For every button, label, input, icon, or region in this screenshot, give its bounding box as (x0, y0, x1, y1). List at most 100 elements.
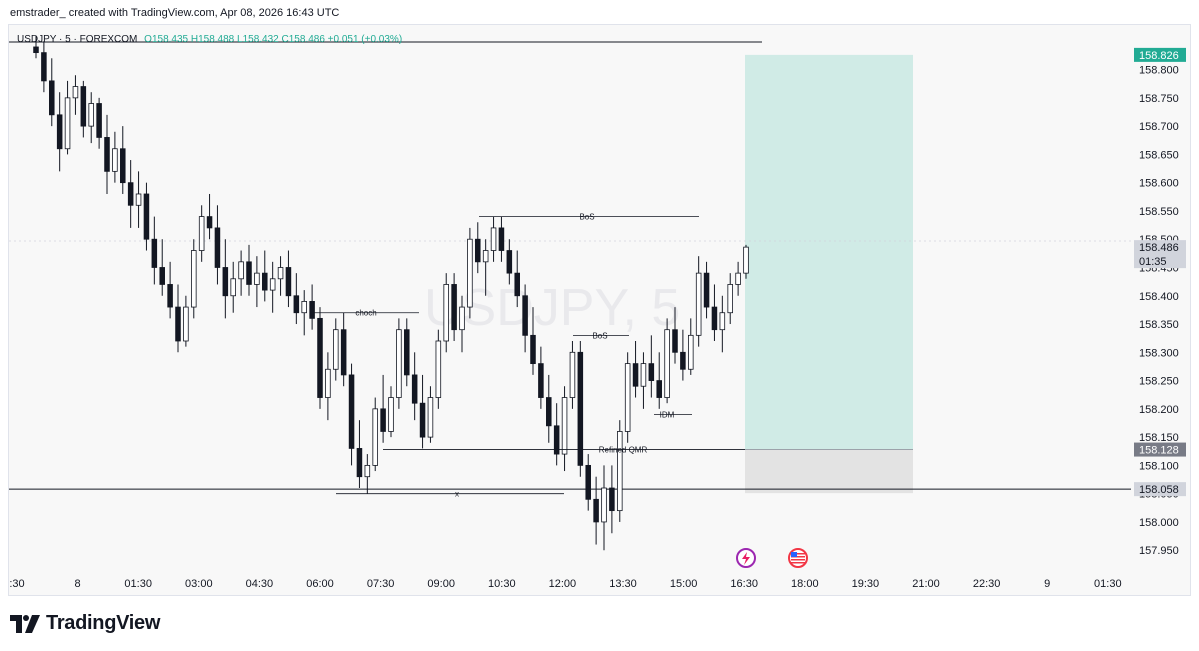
candle (435, 329, 442, 409)
price-tick: 158.800 (1139, 65, 1179, 77)
candle (664, 318, 670, 404)
candle (309, 284, 315, 330)
candle-body (648, 363, 655, 381)
candle-body (553, 425, 560, 455)
candle (269, 261, 276, 313)
candle-body (246, 261, 252, 285)
time-tick: 06:00 (306, 578, 334, 590)
stop-price-badge: 158.058 (1134, 482, 1186, 497)
candle (538, 346, 544, 409)
candle (372, 397, 378, 472)
price-tick: 158.550 (1139, 206, 1179, 218)
current-price-badge-text: 158.486 (1139, 242, 1179, 254)
candle-body (127, 182, 134, 206)
candle (475, 222, 481, 274)
candle-body (222, 267, 229, 297)
symbol-info[interactable]: USDJPY · 5 · FOREXCOM O158.435 H158.488 … (17, 34, 402, 45)
price-tick: 158.650 (1139, 149, 1179, 161)
footer-brand[interactable]: TradingView (10, 612, 160, 635)
candle-body (64, 97, 71, 150)
tradingview-logo-icon (10, 614, 40, 633)
candle (356, 420, 363, 489)
candle-body (435, 340, 442, 398)
time-tick: 09:00 (427, 578, 455, 590)
candlestick-chart[interactable]: USDJPY, 5 BoS BoS choch IDM Refined QMR x 158… (9, 25, 1192, 597)
candle (167, 261, 173, 319)
candle-body (664, 329, 670, 398)
candle (277, 256, 284, 296)
x-mark-label: x (455, 490, 459, 499)
entry-price-badge-bg (1134, 442, 1186, 457)
candle (230, 261, 236, 313)
candle-body (569, 351, 576, 398)
candle (396, 318, 402, 409)
stop-loss-zone[interactable] (745, 449, 913, 494)
candle (127, 160, 134, 228)
candle (727, 273, 733, 325)
time-tick: 01:30 (1094, 578, 1122, 590)
flag-stripe (791, 556, 805, 558)
candle-body (325, 368, 331, 398)
time-tick: 19:30 (852, 578, 880, 590)
candle-body (490, 227, 497, 251)
candle (120, 126, 126, 194)
candle-body (396, 329, 402, 398)
candle (317, 307, 323, 409)
candle-body (364, 464, 371, 478)
candle-body (632, 363, 639, 387)
price-tick: 158.150 (1139, 432, 1179, 444)
time-tick: 9 (1044, 578, 1050, 590)
flag-icon-ring (788, 548, 808, 568)
stop-price-badge-bg (1134, 482, 1186, 497)
chart-panel[interactable]: USDJPY, 5 BoS BoS choch IDM Refined QMR x 158… (8, 24, 1191, 596)
candle (388, 386, 394, 438)
us-flag-event-icon[interactable] (788, 548, 808, 568)
bos-mid-label: BoS (592, 331, 607, 340)
candle-body (49, 80, 55, 116)
candle (459, 295, 465, 353)
candle (703, 261, 710, 319)
candle-body (348, 374, 355, 449)
candle (648, 335, 655, 398)
flag-stripe (791, 562, 805, 564)
candle-body (419, 402, 426, 438)
candle-body (135, 193, 142, 206)
candle (546, 374, 552, 443)
lightning-event-icon[interactable] (736, 548, 756, 568)
candle (33, 35, 39, 59)
candle-body (183, 306, 189, 342)
bos-top-label: BoS (579, 213, 594, 222)
flag-canton (791, 552, 797, 557)
flag-stripe (791, 553, 805, 555)
candle-body (640, 363, 647, 387)
candle (41, 41, 47, 93)
candle (522, 284, 528, 353)
candle-body (301, 301, 307, 314)
candle-body (254, 272, 260, 285)
price-tick: 158.700 (1139, 121, 1179, 133)
candle-body (427, 397, 434, 438)
candle (175, 284, 181, 353)
candle (96, 97, 102, 149)
candle (735, 261, 741, 296)
candle-body (727, 284, 733, 314)
candle-body (688, 334, 694, 370)
candle (380, 374, 386, 443)
target-price-badge: 158.826 (1134, 47, 1186, 62)
candle-body (238, 261, 244, 280)
price-tick: 158.750 (1139, 93, 1179, 105)
candle (104, 114, 110, 194)
time-tick: :30 (9, 578, 24, 590)
candle-body (719, 312, 726, 331)
candle (364, 454, 371, 494)
candle-body (601, 487, 607, 523)
candle (680, 329, 686, 381)
candle-body (711, 306, 718, 331)
take-profit-zone[interactable] (745, 54, 913, 450)
candle-body (143, 193, 150, 240)
candle-body (530, 334, 536, 365)
time-tick: 21:00 (912, 578, 940, 590)
candle-body (404, 329, 410, 376)
candle-body (475, 238, 481, 263)
candle-body (56, 114, 63, 150)
